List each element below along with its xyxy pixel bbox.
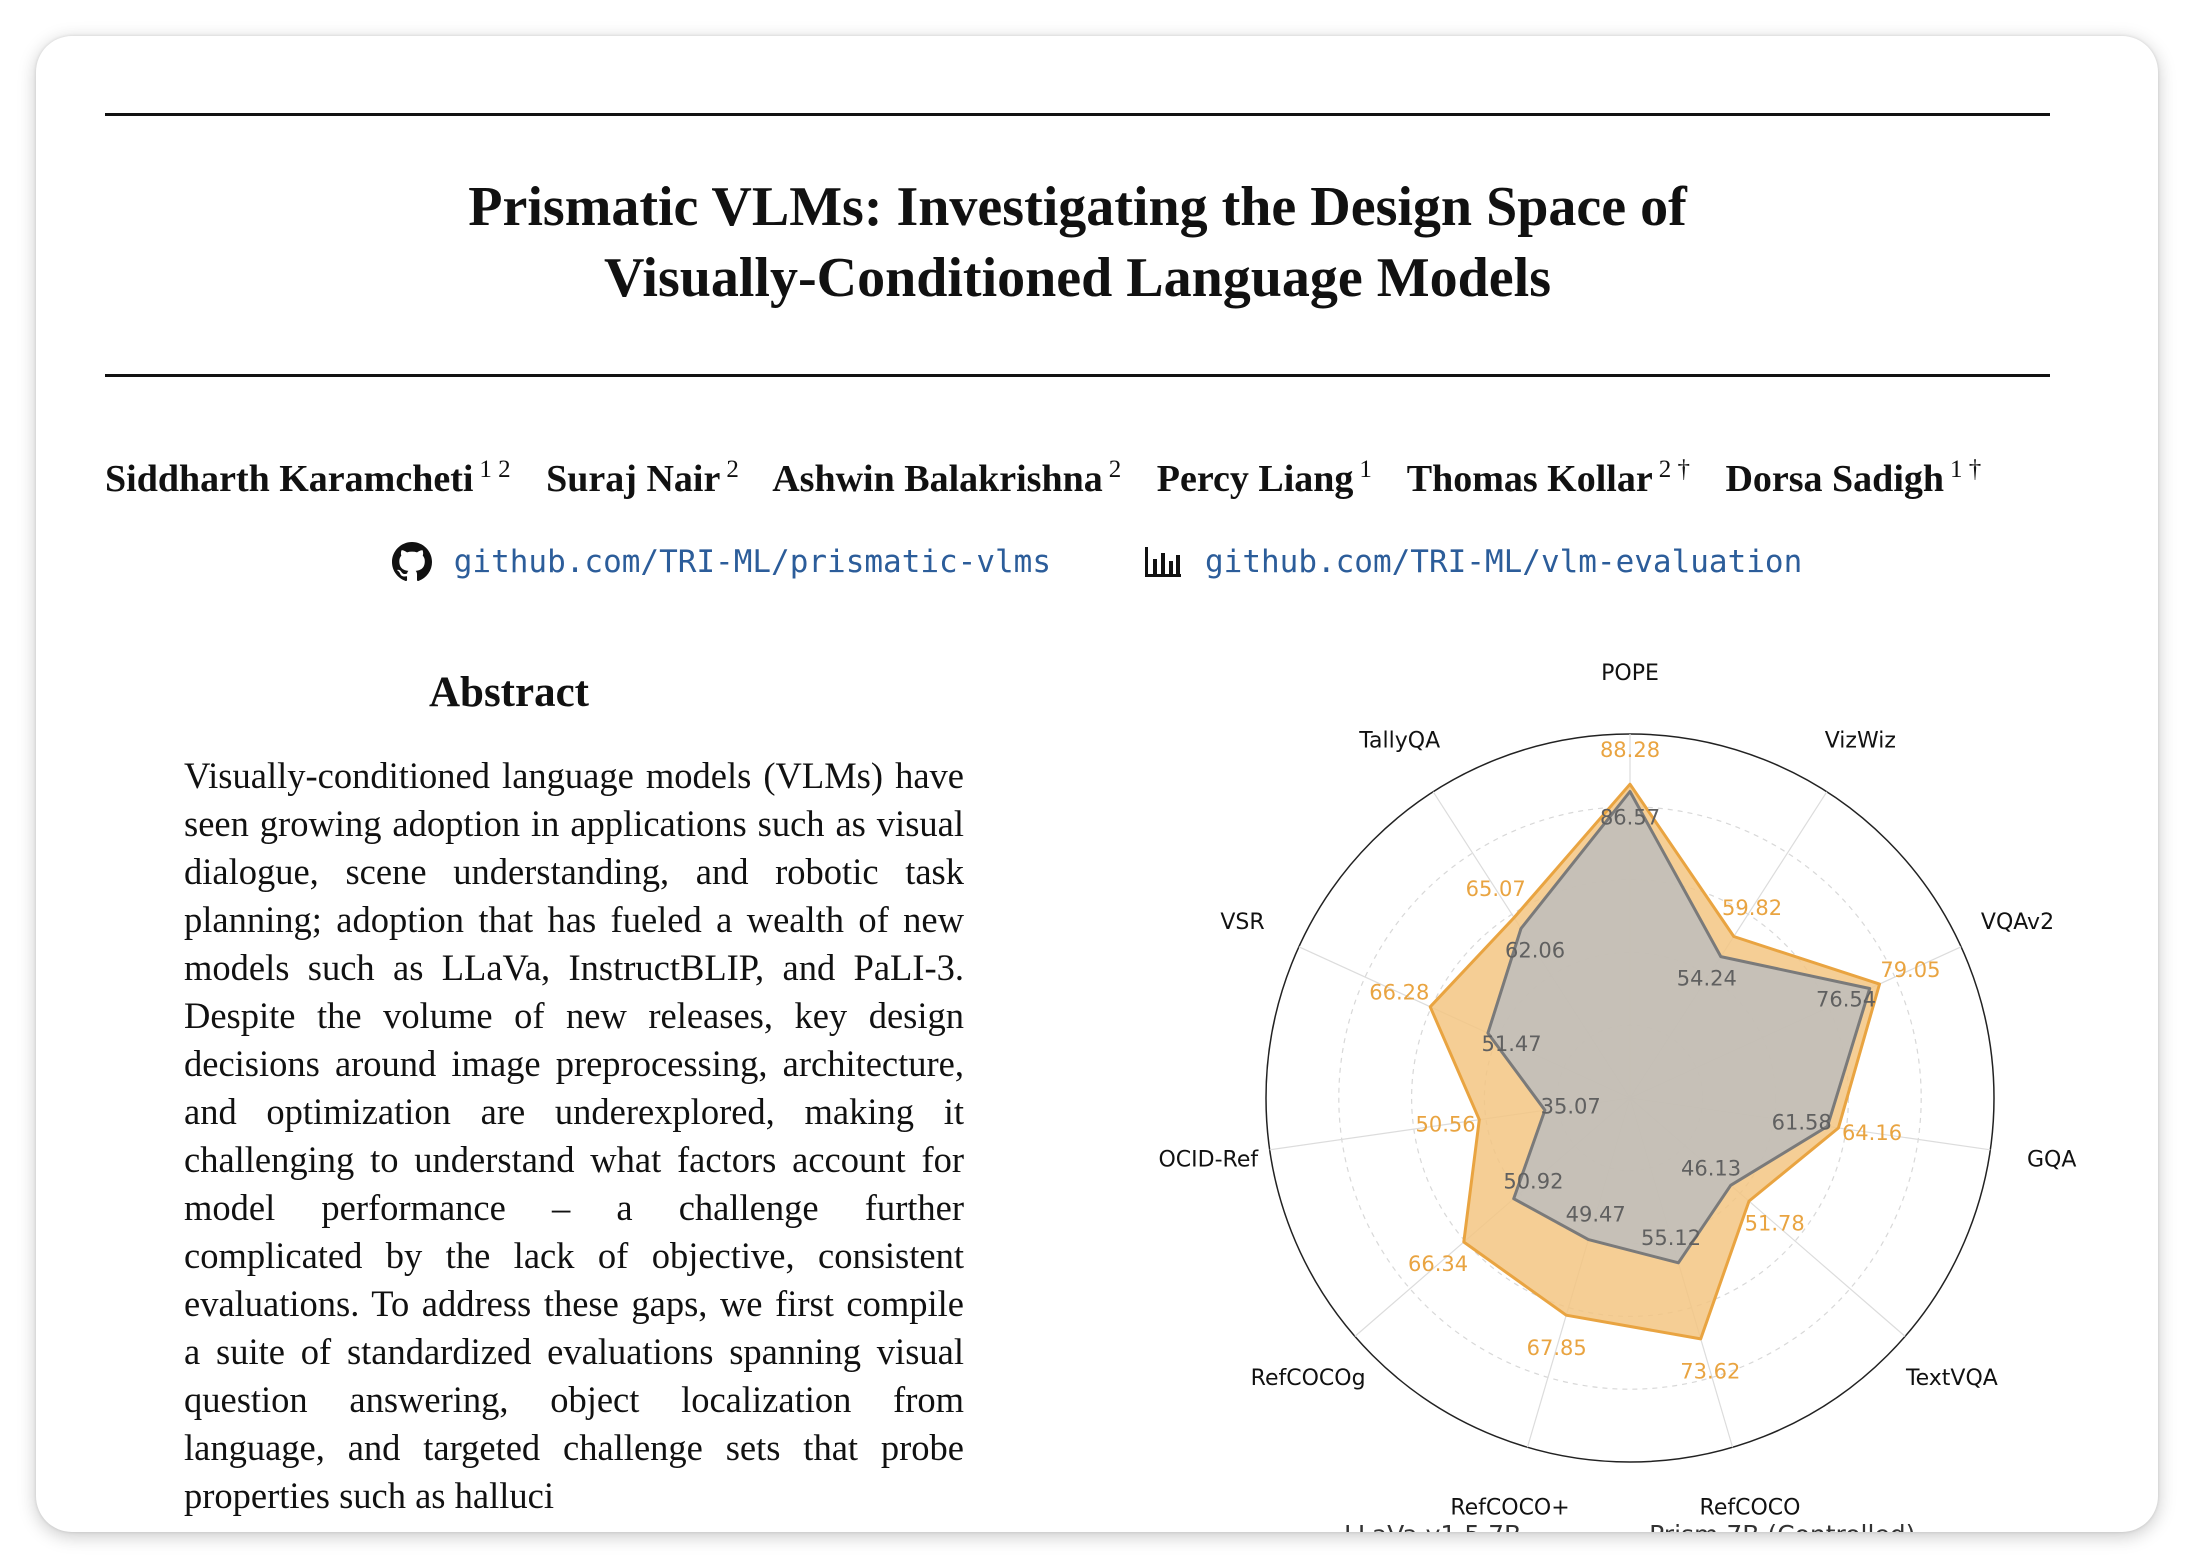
llava-value-label: 62.06: [1505, 938, 1565, 962]
prismatic-repo-url[interactable]: github.com/TRI-ML/prismatic-vlms: [453, 544, 1051, 580]
axis-label-refcoco: RefCOCO: [1700, 1496, 1801, 1521]
author-name: Ashwin Balakrishna: [772, 457, 1103, 500]
author-name: Siddharth Karamcheti: [105, 457, 474, 500]
axis-label-pope: POPE: [1601, 661, 1659, 686]
prismatic-repo-link[interactable]: github.com/TRI-ML/prismatic-vlms: [391, 542, 1051, 582]
author: Dorsa Sadigh 1 †: [1725, 456, 1982, 500]
legend-label-prism: Prism 7B (Controlled): [1649, 1520, 1915, 1532]
paper-page: Prismatic VLMs: Investigating the Design…: [36, 36, 2158, 1532]
prism-value-label: 65.07: [1466, 877, 1526, 901]
author-name: Suraj Nair: [546, 457, 721, 500]
llava-value-label: 51.47: [1482, 1032, 1542, 1056]
author-affiliation: 2: [726, 456, 739, 483]
author-list: Siddharth Karamcheti 1 2 Suraj Nair 2 Ashw…: [105, 456, 2085, 501]
prism-value-label: 88.28: [1600, 738, 1660, 762]
radar-chart: POPE VizWiz VQAv2 GQA TextVQA RefCOCO RefCOCO+…: [1076, 646, 2156, 1532]
chart-legend: LLaVa v1.5 7B Prism 7B (Controlled): [1276, 1520, 2158, 1532]
author-name: Thomas Kollar: [1406, 457, 1653, 500]
llava-value-label: 49.47: [1566, 1203, 1626, 1227]
axis-label-refcocog: RefCOCOg: [1251, 1366, 1366, 1391]
llava-value-label: 76.54: [1816, 987, 1876, 1011]
prism-value-label: 66.28: [1369, 981, 1429, 1005]
title-line-2: Visually-Conditioned Language Models: [604, 247, 1551, 309]
github-icon: [391, 542, 432, 582]
legend-item-llava: LLaVa v1.5 7B: [1276, 1520, 1521, 1532]
author-name: Dorsa Sadigh: [1725, 457, 1945, 500]
prism-value-label: 64.16: [1842, 1121, 1902, 1145]
author-name: Percy Liang: [1156, 457, 1354, 500]
title-bottom-rule: [105, 374, 2050, 377]
title-top-rule: [105, 113, 2050, 116]
axis-label-vqav2: VQAv2: [1981, 910, 2054, 935]
axis-label-tallyqa: TallyQA: [1358, 729, 1440, 754]
axis-label-gqa: GQA: [2027, 1148, 2076, 1173]
llava-value-label: 46.13: [1681, 1156, 1741, 1180]
llava-value-label: 50.92: [1503, 1170, 1563, 1194]
axis-label-vizwiz: VizWiz: [1825, 729, 1896, 754]
prism-value-label: 66.34: [1408, 1252, 1468, 1276]
author-affiliation: 1 2: [479, 456, 511, 483]
evaluation-repo-url[interactable]: github.com/TRI-ML/vlm-evaluation: [1205, 544, 1803, 580]
axis-label-ocidref: OCID-Ref: [1158, 1148, 1259, 1173]
llava-value-label: 86.57: [1600, 806, 1660, 830]
repo-links: github.com/TRI-ML/prismatic-vlms github.…: [36, 542, 2158, 582]
abstract-heading: Abstract: [428, 669, 589, 716]
axis-label-refcoco: RefCOCO+: [1450, 1496, 1569, 1521]
author: Suraj Nair 2: [546, 456, 739, 500]
author-affiliation: 2 †: [1658, 456, 1690, 483]
author: Thomas Kollar 2 †: [1406, 456, 1690, 500]
abstract-body: Visually-conditioned language models (VL…: [184, 755, 964, 1516]
prism-value-label: 67.85: [1527, 1336, 1587, 1360]
evaluation-repo-link[interactable]: github.com/TRI-ML/vlm-evaluation: [1143, 542, 1802, 582]
title-line-1: Prismatic VLMs: Investigating the Design…: [468, 176, 1687, 238]
author: Siddharth Karamcheti 1 2: [105, 456, 511, 500]
legend-label-llava: LLaVa v1.5 7B: [1344, 1520, 1521, 1532]
prism-value-label: 51.78: [1745, 1211, 1805, 1235]
author: Ashwin Balakrishna 2: [772, 456, 1122, 500]
llava-value-label: 35.07: [1541, 1095, 1601, 1119]
author-affiliation: 1: [1359, 456, 1372, 483]
legend-item-prism: Prism 7B (Controlled): [1581, 1520, 1915, 1532]
llava-value-label: 54.24: [1677, 967, 1737, 991]
author: Percy Liang 1: [1156, 456, 1372, 500]
prism-value-label: 50.56: [1416, 1113, 1476, 1137]
radar-chart-svg: POPE VizWiz VQAv2 GQA TextVQA RefCOCO RefCOCO+…: [1158, 661, 2076, 1521]
llava-value-label: 55.12: [1641, 1226, 1701, 1250]
axis-label-textvqa: TextVQA: [1905, 1366, 1998, 1391]
llava-series-area: [1486, 790, 1872, 1265]
author-affiliation: 1 †: [1950, 456, 1982, 483]
author-affiliation: 2: [1108, 456, 1122, 483]
bar-chart-icon: [1145, 547, 1181, 577]
llava-value-label: 61.58: [1772, 1111, 1832, 1135]
prism-value-label: 79.05: [1880, 958, 1940, 982]
prism-value-label: 59.82: [1722, 896, 1782, 920]
prism-value-label: 73.62: [1680, 1360, 1740, 1384]
axis-label-vsr: VSR: [1220, 910, 1264, 935]
paper-title: Prismatic VLMs: Investigating the Design…: [105, 172, 2050, 314]
